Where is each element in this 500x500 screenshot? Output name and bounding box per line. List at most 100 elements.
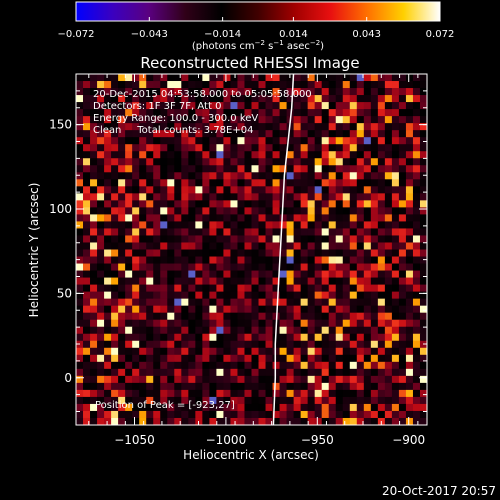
heatmap-cell	[97, 81, 105, 89]
heatmap-cell	[258, 347, 266, 356]
heatmap-cell	[230, 375, 238, 384]
heatmap-cell	[139, 354, 147, 363]
heatmap-cell	[293, 95, 301, 103]
heatmap-cell	[209, 361, 217, 370]
heatmap-cell	[202, 186, 210, 194]
heatmap-cell	[230, 137, 238, 145]
heatmap-cell	[125, 74, 133, 82]
heatmap-cell	[202, 263, 210, 271]
heatmap-cell	[146, 74, 154, 82]
heatmap-cell	[391, 179, 400, 187]
heatmap-cell	[293, 179, 301, 187]
heatmap-cell	[244, 144, 252, 152]
heatmap-cell	[188, 179, 196, 187]
heatmap-cell	[419, 347, 427, 356]
heatmap-cell	[160, 235, 168, 243]
heatmap-cell	[223, 179, 231, 187]
heatmap-cell	[160, 340, 168, 349]
heatmap-cell	[300, 165, 308, 173]
heatmap-cell	[139, 256, 147, 264]
heatmap-cell	[363, 270, 372, 278]
heatmap-cell	[230, 382, 238, 391]
heatmap-cell	[377, 214, 386, 222]
heatmap-cell	[202, 389, 210, 398]
heatmap-cell	[384, 298, 393, 306]
heatmap-cell	[384, 221, 393, 229]
heatmap-cell	[216, 116, 224, 124]
heatmap-cell	[356, 291, 365, 299]
heatmap-cell	[349, 263, 358, 271]
heatmap-cell	[230, 186, 238, 194]
heatmap-cell	[139, 333, 147, 342]
heatmap-cell	[195, 214, 203, 222]
colorbar-tick-label: −0.043	[131, 29, 168, 40]
heatmap-cell	[349, 172, 358, 180]
heatmap-cell	[223, 88, 231, 96]
heatmap-cell	[174, 396, 182, 405]
heatmap-cell	[181, 95, 189, 103]
heatmap-cell	[300, 277, 308, 285]
y-tick-label: 150	[49, 118, 72, 132]
heatmap-cell	[356, 95, 365, 103]
heatmap-cell	[321, 319, 330, 328]
heatmap-cell	[279, 165, 287, 173]
heatmap-cell	[300, 102, 308, 110]
heatmap-cell	[391, 214, 400, 222]
heatmap-cell	[307, 116, 315, 124]
heatmap-cell	[335, 235, 344, 243]
heatmap-cell	[216, 74, 224, 82]
heatmap-cell	[160, 221, 168, 229]
heatmap-cell	[391, 284, 400, 292]
heatmap-cell	[139, 81, 147, 89]
heatmap-cell	[202, 228, 210, 236]
heatmap-cell	[111, 102, 119, 110]
heatmap-cell	[223, 221, 231, 229]
heatmap-cell	[244, 410, 252, 419]
heatmap-cell	[286, 144, 294, 152]
heatmap-cell	[342, 326, 351, 335]
heatmap-cell	[342, 256, 351, 264]
heatmap-cell	[90, 74, 98, 82]
heatmap-cell	[405, 88, 414, 96]
heatmap-cell	[405, 312, 414, 320]
heatmap-cell	[335, 221, 344, 229]
heatmap-cell	[237, 256, 245, 264]
heatmap-cell	[83, 158, 91, 166]
heatmap-cell	[160, 144, 168, 152]
heatmap-cell	[286, 284, 294, 292]
heatmap-cell	[377, 354, 386, 363]
heatmap-cell	[377, 158, 386, 166]
heatmap-cell	[195, 74, 203, 82]
heatmap-cell	[90, 277, 98, 285]
heatmap-cell	[349, 249, 358, 257]
heatmap-cell	[300, 263, 308, 271]
heatmap-cell	[111, 123, 119, 131]
heatmap-cell	[244, 221, 252, 229]
heatmap-cell	[328, 291, 337, 299]
heatmap-cell	[307, 235, 315, 243]
heatmap-cell	[370, 382, 379, 391]
heatmap-cell	[125, 81, 133, 89]
heatmap-cell	[314, 403, 322, 412]
heatmap-cell	[237, 81, 245, 89]
heatmap-cell	[83, 207, 91, 215]
heatmap-cell	[356, 179, 365, 187]
heatmap-cell	[412, 74, 421, 82]
heatmap-cell	[335, 249, 344, 257]
heatmap-cell	[363, 186, 372, 194]
heatmap-cell	[265, 382, 273, 391]
heatmap-cell	[363, 319, 372, 328]
heatmap-cell	[111, 95, 119, 103]
heatmap-cell	[167, 417, 175, 425]
heatmap-cell	[195, 389, 203, 398]
heatmap-cell	[300, 333, 308, 342]
heatmap-cell	[83, 172, 91, 180]
heatmap-cell	[405, 347, 414, 356]
heatmap-cell	[356, 81, 365, 89]
heatmap-cell	[174, 242, 182, 250]
colorbar-gradient	[75, 1, 441, 22]
heatmap-cell	[174, 81, 182, 89]
heatmap-cell	[321, 74, 330, 82]
heatmap-cell	[181, 410, 189, 419]
heatmap-cell	[272, 81, 280, 89]
